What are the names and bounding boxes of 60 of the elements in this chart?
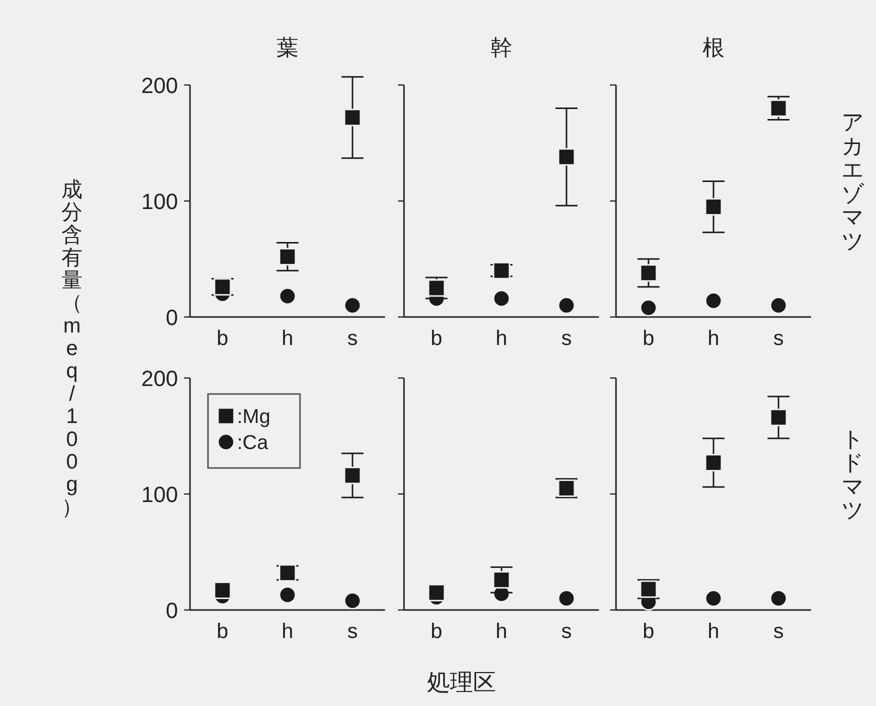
point [492, 262, 510, 280]
point [640, 298, 658, 316]
x-tick-label: s [561, 327, 572, 350]
point [770, 99, 788, 117]
point [344, 296, 362, 314]
point [278, 287, 296, 305]
legend-label: :Mg [237, 406, 270, 428]
point [704, 590, 722, 608]
x-axis-title: 処理区 [427, 669, 496, 695]
x-tick-label: h [496, 327, 508, 350]
x-tick-label: s [561, 620, 572, 643]
point [214, 582, 232, 600]
point [640, 264, 658, 282]
x-tick-label: b [216, 327, 228, 350]
x-tick-label: b [216, 620, 228, 643]
row-label: アカエゾマツ [842, 110, 864, 254]
chart-title: 幹 [490, 35, 512, 60]
y-tick-label: 100 [141, 189, 178, 214]
x-tick-label: b [430, 620, 442, 643]
point [492, 290, 510, 308]
x-tick-label: s [773, 620, 784, 643]
point [428, 584, 446, 602]
y-tick-label: 200 [141, 366, 178, 391]
point [770, 296, 788, 314]
point [558, 296, 576, 314]
x-tick-label: h [282, 327, 294, 350]
point [704, 454, 722, 472]
x-tick-label: b [430, 327, 442, 350]
point [344, 108, 362, 126]
point [492, 571, 510, 589]
point [278, 564, 296, 582]
point [214, 278, 232, 296]
point [558, 148, 576, 166]
point [558, 590, 576, 608]
legend-label: :Ca [237, 432, 269, 454]
x-tick-label: s [347, 620, 358, 643]
x-tick-label: b [642, 620, 654, 643]
y-tick-label: 0 [166, 598, 178, 623]
chart-title: 葉 [276, 35, 298, 60]
point [704, 292, 722, 310]
x-tick-label: h [708, 620, 720, 643]
x-tick-label: s [773, 327, 784, 350]
point [770, 408, 788, 426]
point [770, 590, 788, 608]
point [278, 248, 296, 266]
y-tick-label: 0 [166, 305, 178, 330]
x-tick-label: b [642, 327, 654, 350]
row-label: トドマツ [842, 426, 864, 523]
point [344, 592, 362, 610]
point [704, 198, 722, 216]
point [344, 466, 362, 484]
x-tick-label: s [347, 327, 358, 350]
x-tick-label: h [282, 620, 294, 643]
y-axis-title: 成分含有量（meq/100g） [62, 178, 82, 519]
chart-title: 根 [702, 35, 724, 60]
x-tick-label: h [496, 620, 508, 643]
x-tick-label: h [708, 327, 720, 350]
point [278, 586, 296, 604]
y-tick-label: 100 [141, 482, 178, 507]
y-tick-label: 200 [141, 73, 178, 98]
